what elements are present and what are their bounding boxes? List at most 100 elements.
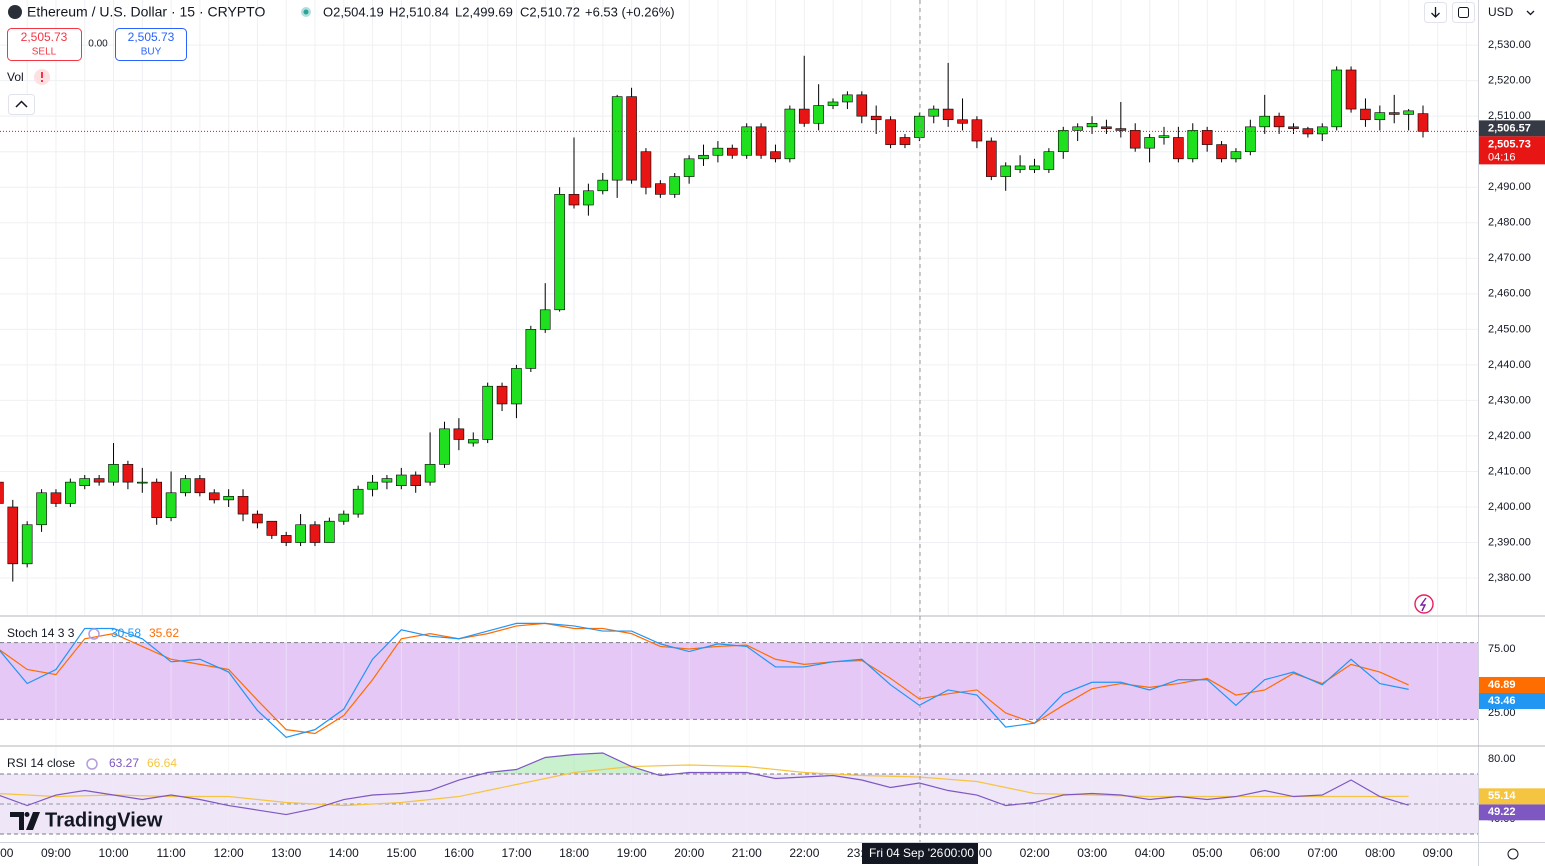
vol-warning-mark (41, 72, 43, 78)
candle-body (798, 108, 810, 124)
settings-icon[interactable] (1507, 848, 1519, 860)
stoch-pane (0, 617, 1478, 745)
y-tick-label: 25.00 (1488, 707, 1516, 719)
candle-body (971, 119, 983, 142)
candle-body (0, 481, 4, 504)
axis-badge (1479, 788, 1545, 805)
y-tick-label: 2,380.00 (1488, 572, 1531, 584)
candle-body (539, 309, 551, 330)
candle-body (367, 481, 378, 490)
candle-body (1086, 122, 1098, 128)
candle-body (669, 176, 681, 195)
fullscreen-button[interactable] (1452, 2, 1475, 23)
candle-body (698, 154, 709, 160)
legend-value: 66.64 (147, 756, 177, 770)
sell-price: 2,505.73 (21, 30, 68, 44)
candle-body (352, 488, 364, 515)
axis-badge-label: 49.22 (1488, 806, 1516, 818)
x-tick-label: 11:00 (157, 846, 186, 860)
candle-body (611, 96, 623, 181)
logo-icon (10, 812, 40, 830)
candle-body (1388, 112, 1400, 115)
candle-body (856, 94, 868, 117)
y-tick-label: 2,490.00 (1488, 181, 1531, 193)
x-tick-label: 05:00 (1192, 846, 1222, 860)
candle-body (1173, 137, 1184, 160)
candle-body (223, 496, 234, 501)
currency[interactable]: USD (1488, 5, 1514, 19)
y-tick-label: 2,470.00 (1488, 252, 1531, 264)
x-tick-label: 09:00 (41, 846, 71, 860)
x-tick-label: 03:00 (1077, 846, 1107, 860)
candle-body (108, 464, 119, 483)
x-tick-label: 18:00 (559, 846, 589, 860)
sell-button[interactable] (7, 28, 82, 61)
symbol[interactable]: Ethereum / U.S. Dollar · 15 · CRYPTO (27, 4, 265, 20)
indicator-icon (88, 628, 100, 640)
buy-button[interactable] (115, 28, 187, 61)
candle-body (511, 368, 522, 405)
candle-body (36, 492, 47, 526)
collapse-button[interactable] (8, 94, 35, 115)
axis-badge-label: 55.14 (1488, 790, 1516, 802)
x-tick-label: 06:00 (1250, 846, 1280, 860)
ai-icon[interactable] (1414, 594, 1434, 614)
y-tick-label: 2,460.00 (1488, 288, 1531, 300)
axis-badge (1479, 804, 1545, 821)
ohlc-open: O2,504.19 (323, 4, 384, 19)
candle-body (1101, 126, 1112, 129)
fullscreen-icon (1458, 7, 1469, 18)
indicator-line (0, 622, 1409, 738)
symbol-icon (8, 5, 22, 19)
candle-body (1360, 108, 1371, 121)
vol-label[interactable]: Vol (7, 70, 24, 84)
x-tick-label: 20:00 (674, 846, 704, 860)
y-tick-label: 2,430.00 (1488, 394, 1531, 406)
candle-body (396, 474, 407, 486)
ohlc-close: C2,510.72 (520, 4, 580, 19)
candle-body (1345, 69, 1357, 110)
candle-body (7, 506, 19, 565)
x-tick-label: 12:00 (214, 846, 244, 860)
vol-warning-dot (41, 80, 43, 82)
ohlc-high: H2,510.84 (389, 4, 449, 19)
candle-body (424, 464, 436, 483)
candle-body (496, 385, 508, 405)
candle-body (568, 194, 580, 206)
candle-body (1201, 130, 1213, 145)
candle-body (1187, 130, 1199, 160)
candle-body (597, 179, 609, 192)
indicator-title: RSI 14 close (7, 756, 75, 770)
candle-body (180, 478, 191, 494)
x-tick-label: 07:00 (1307, 846, 1337, 860)
candle-body (324, 520, 335, 543)
y-tick-label: 2,510.00 (1488, 110, 1531, 122)
candle-body (122, 464, 134, 483)
x-tick-label: 15:00 (386, 846, 416, 860)
candle-body (554, 194, 565, 311)
candle-body (1230, 151, 1242, 160)
candle-body (914, 115, 925, 138)
candle-body (784, 108, 796, 160)
candle-body (899, 137, 911, 145)
candle-body (655, 183, 666, 195)
candle-body (1043, 151, 1055, 170)
scroll-icon (1431, 7, 1440, 18)
logo-text: TradingView (45, 809, 163, 831)
crosshair-time: 00:00 (944, 846, 974, 860)
y-tick-label: 2,390.00 (1488, 536, 1531, 548)
candle-body (309, 524, 321, 543)
x-tick-label: 21:00 (732, 846, 762, 860)
candle-body (626, 96, 637, 181)
candle-body (1115, 128, 1127, 131)
legend-value: 30.58 (111, 626, 141, 640)
candle-body (583, 190, 594, 206)
candle-body (525, 329, 537, 369)
candle-body (266, 520, 278, 536)
indicator-icon (86, 758, 98, 770)
crosshair-date: Fri 04 Sep '26 (869, 846, 944, 860)
candle-body (1288, 126, 1299, 129)
candle-body (237, 496, 249, 515)
candle-body (1331, 69, 1342, 128)
countdown: 04:16 (1488, 151, 1516, 163)
